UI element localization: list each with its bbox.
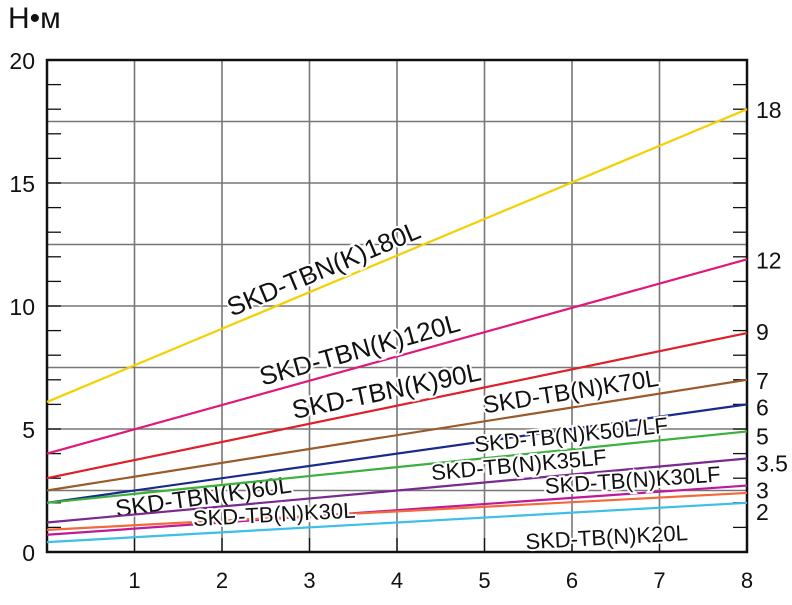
series-end-label: 9 <box>756 319 769 345</box>
y-tick-label: 15 <box>9 171 35 197</box>
series-line <box>46 403 748 504</box>
y-unit-label: Н•м <box>8 2 61 35</box>
x-tick-label: 5 <box>478 568 490 593</box>
series-label: SKD-TB(N)K20L <box>525 520 689 554</box>
series-line <box>46 108 748 403</box>
y-tick-label: 10 <box>9 294 35 320</box>
x-tick-label: 1 <box>128 568 140 593</box>
series-end-label: 6 <box>756 394 769 420</box>
series-end-label: 3.5 <box>756 451 788 477</box>
y-tick-label: 0 <box>22 540 35 566</box>
x-tick-label: 6 <box>566 568 578 593</box>
plot-frame <box>45 58 749 554</box>
y-tick-label: 5 <box>22 417 35 443</box>
series-end-label: 2 <box>756 499 769 525</box>
series-label: SKD-TB(N)K70L <box>481 365 660 419</box>
series-line <box>46 378 748 492</box>
series-end-label: 5 <box>756 423 769 449</box>
series-line <box>46 430 748 504</box>
series-line <box>46 457 748 524</box>
y-tick-label: 20 <box>9 48 35 74</box>
series-end-label: 3 <box>756 478 769 504</box>
x-tick-label: 3 <box>303 568 315 593</box>
x-tick-label: 7 <box>653 568 665 593</box>
series-line <box>46 491 748 531</box>
series-end-label: 12 <box>756 247 782 273</box>
series-end-label: 18 <box>756 97 782 123</box>
series-line <box>46 501 748 544</box>
series-line <box>46 331 748 480</box>
series-end-label: 7 <box>756 368 769 394</box>
x-tick-label: 2 <box>216 568 228 593</box>
series-line <box>46 258 748 455</box>
x-tick-label: 8 <box>741 568 753 593</box>
x-tick-label: 4 <box>391 568 403 593</box>
series-line <box>46 484 748 536</box>
